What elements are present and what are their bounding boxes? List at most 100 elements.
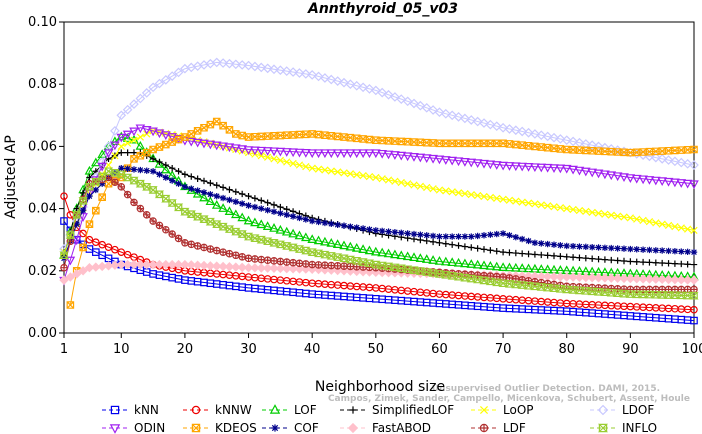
data-point: [588, 255, 596, 262]
data-point: [332, 149, 343, 159]
data-point: [351, 80, 362, 91]
data-point: [684, 248, 691, 256]
data-point: [504, 162, 515, 171]
data-point: [396, 250, 407, 260]
data-point: [474, 232, 481, 240]
data-point: [258, 205, 265, 212]
data-point: [187, 130, 196, 138]
data-point: [122, 259, 133, 270]
data-point: [339, 149, 349, 159]
data-point: [359, 225, 367, 232]
plot-frame: [63, 21, 695, 334]
data-point: [580, 139, 591, 149]
data-point: [670, 156, 680, 167]
data-point: [219, 194, 227, 202]
data-point: [435, 186, 444, 194]
data-point: [315, 218, 322, 226]
legend-label: LOF: [294, 403, 317, 417]
data-point: [340, 222, 348, 229]
data-point: [538, 240, 545, 247]
legend-item-knn: kNN: [102, 403, 159, 417]
data-point: [301, 232, 311, 242]
data-point: [410, 230, 418, 238]
legend-item-kdeos: KDEOS: [183, 421, 257, 434]
legend-marker: [479, 405, 489, 415]
data-point: [364, 149, 375, 159]
data-point: [498, 262, 508, 271]
data-point: [186, 137, 197, 147]
data-point: [581, 272, 591, 283]
data-point: [671, 260, 679, 267]
data-point: [162, 161, 170, 169]
data-point: [402, 152, 413, 162]
data-point: [510, 125, 521, 136]
data-point: [537, 201, 545, 209]
data-point: [270, 201, 278, 209]
data-point: [98, 193, 106, 201]
data-point: [523, 127, 534, 138]
data-point: [181, 133, 189, 141]
data-point: [561, 164, 572, 174]
data-point: [479, 118, 489, 128]
data-point: [60, 192, 68, 200]
data-point: [415, 253, 426, 262]
data-point: [582, 207, 590, 216]
data-point: [608, 256, 615, 264]
data-point: [391, 177, 399, 185]
data-point: [690, 261, 698, 268]
data-point: [474, 191, 482, 200]
data-point: [130, 136, 138, 144]
data-point: [186, 210, 196, 218]
data-point: [65, 256, 76, 266]
data-point: [480, 232, 488, 239]
legend-label: LDOF: [622, 403, 654, 417]
data-point: [143, 167, 150, 174]
data-point: [199, 192, 209, 202]
data-point: [200, 177, 208, 185]
data-point: [550, 252, 558, 260]
data-point: [162, 226, 170, 234]
data-point: [72, 269, 82, 279]
data-point: [173, 203, 184, 212]
data-point: [555, 164, 566, 174]
data-point: [181, 239, 189, 247]
data-point: [65, 272, 76, 282]
data-point: [690, 316, 698, 325]
data-point: [226, 186, 233, 193]
data-point: [576, 254, 583, 261]
data-point: [468, 233, 475, 240]
data-point: [327, 261, 336, 270]
data-point: [485, 119, 496, 130]
data-point: [690, 305, 698, 314]
data-point: [625, 174, 636, 183]
data-point: [60, 217, 68, 225]
data-point: [404, 230, 411, 237]
data-point: [485, 261, 496, 270]
data-point: [245, 202, 252, 209]
data-point: [231, 144, 241, 154]
data-point: [98, 180, 106, 187]
data-point: [627, 258, 634, 265]
data-point: [149, 217, 157, 225]
series-line: [63, 61, 695, 250]
data-point: [460, 113, 470, 124]
data-point: [269, 263, 279, 274]
data-point: [568, 136, 578, 147]
data-point: [243, 60, 254, 71]
data-point: [593, 169, 604, 179]
data-point: [372, 173, 380, 182]
data-point: [71, 236, 82, 246]
data-point: [295, 161, 304, 169]
data-point: [468, 244, 475, 251]
data-point: [480, 192, 488, 201]
data-point: [160, 74, 171, 85]
data-point: [557, 242, 564, 249]
data-point: [117, 248, 126, 256]
data-point: [499, 195, 507, 203]
legend-marker: [110, 405, 120, 415]
data-point: [313, 235, 324, 245]
data-point: [332, 76, 343, 86]
data-point: [512, 234, 520, 241]
data-point: [232, 251, 240, 259]
